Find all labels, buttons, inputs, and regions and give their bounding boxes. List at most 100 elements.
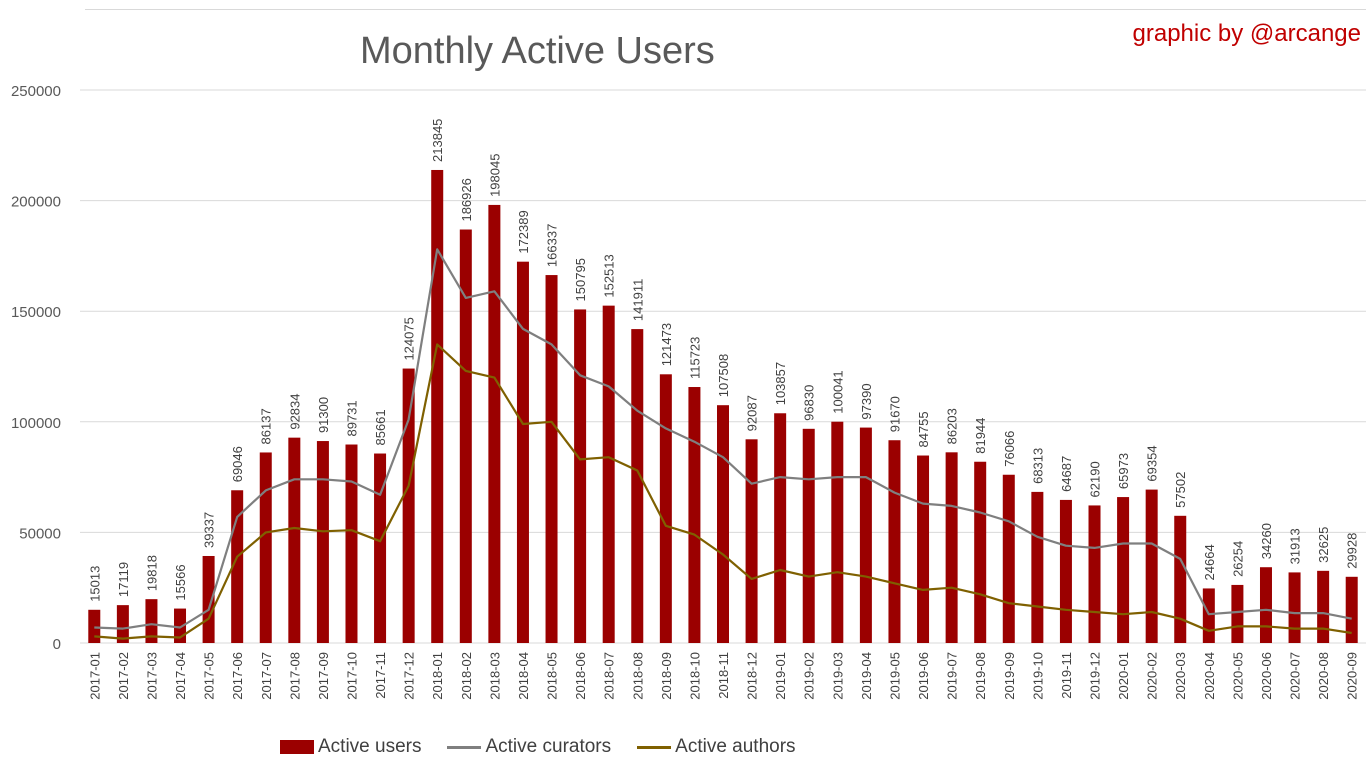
- data-label: 103857: [773, 362, 788, 405]
- x-tick-label: 2020-04: [1202, 652, 1217, 700]
- data-label: 17119: [116, 562, 131, 597]
- legend-swatch-users: [280, 740, 314, 754]
- x-tick-label: 2019-06: [916, 652, 931, 700]
- data-label: 57502: [1173, 472, 1188, 508]
- data-label: 150795: [573, 258, 588, 301]
- data-label: 96830: [802, 385, 817, 421]
- data-label: 198045: [487, 154, 502, 197]
- bar: [116, 605, 129, 643]
- bar: [917, 455, 930, 643]
- y-tick-label: 250000: [11, 83, 61, 100]
- legend-label-authors: Active authors: [675, 736, 796, 757]
- y-tick-label: 100000: [11, 415, 61, 432]
- data-label: 34260: [1259, 523, 1274, 559]
- bar: [1174, 515, 1187, 643]
- bar: [488, 204, 501, 644]
- bar: [688, 387, 701, 643]
- x-tick-label: 2017-03: [144, 652, 159, 700]
- bar: [545, 275, 558, 643]
- data-label: 31913: [1288, 528, 1303, 564]
- x-tick-label: 2018-02: [459, 652, 474, 700]
- x-tick-label: 2017-06: [230, 652, 245, 700]
- data-label: 39337: [202, 512, 217, 548]
- bar: [1202, 588, 1215, 643]
- bar: [974, 461, 987, 643]
- x-tick-label: 2017-01: [87, 652, 102, 700]
- data-label: 32625: [1316, 527, 1331, 563]
- data-label: 65973: [1116, 453, 1131, 489]
- bar: [259, 452, 272, 643]
- data-label: 62190: [1088, 461, 1103, 497]
- data-label: 91670: [887, 396, 902, 432]
- y-tick-label: 0: [53, 636, 61, 653]
- x-tick-label: 2020-09: [1345, 652, 1360, 700]
- bar: [859, 427, 872, 643]
- bar: [602, 305, 615, 643]
- bar: [745, 439, 758, 643]
- data-label: 166337: [545, 224, 560, 267]
- data-label: 89731: [344, 400, 359, 436]
- bar: [345, 444, 358, 643]
- data-label: 29928: [1345, 533, 1360, 569]
- x-tick-label: 2020-03: [1173, 652, 1188, 700]
- bar: [831, 421, 844, 643]
- bar: [1117, 497, 1130, 643]
- data-label: 76066: [1002, 431, 1017, 467]
- legend-label-users: Active users: [318, 736, 422, 757]
- bar: [316, 441, 329, 643]
- credit-text: graphic by @arcange: [1132, 20, 1362, 47]
- data-label: 64687: [1059, 456, 1074, 492]
- chart-title: Monthly Active Users: [360, 30, 715, 72]
- data-label: 26254: [1230, 541, 1245, 577]
- y-tick-label: 150000: [11, 304, 61, 321]
- y-tick-label: 50000: [19, 525, 61, 542]
- x-tick-label: 2018-11: [716, 652, 731, 699]
- data-label: 69046: [230, 446, 245, 482]
- series-line-curators: [94, 248, 1352, 630]
- x-tick-label: 2018-03: [487, 652, 502, 700]
- x-tick-label: 2017-09: [316, 652, 331, 700]
- x-tick-label: 2020-01: [1116, 652, 1131, 700]
- x-tick-label: 2019-12: [1088, 652, 1103, 700]
- bar: [802, 428, 815, 643]
- x-tick-label: 2019-08: [973, 652, 988, 700]
- legend: Active users Active curators Active auth…: [280, 736, 822, 758]
- data-label: 85661: [373, 409, 388, 445]
- data-label: 19818: [144, 555, 159, 591]
- data-label: 68313: [1030, 448, 1045, 484]
- x-tick-label: 2018-06: [573, 652, 588, 700]
- data-label: 86137: [259, 408, 274, 444]
- x-tick-label: 2017-10: [344, 652, 359, 700]
- data-label: 115723: [687, 337, 702, 379]
- bar: [431, 169, 444, 643]
- bar: [888, 440, 901, 643]
- bar: [1088, 505, 1101, 643]
- data-label: 84755: [916, 411, 931, 447]
- x-tick-label: 2018-04: [516, 652, 531, 700]
- data-label: 15566: [173, 564, 188, 600]
- x-tick-label: 2017-04: [173, 652, 188, 700]
- data-label: 152513: [602, 254, 617, 297]
- bar: [774, 413, 787, 643]
- x-tick-label: 2019-09: [1002, 652, 1017, 700]
- bar: [659, 374, 672, 643]
- bar: [1345, 576, 1358, 643]
- x-tick-label: 2017-05: [202, 652, 217, 700]
- bar: [516, 261, 529, 643]
- legend-swatch-authors: [637, 745, 672, 749]
- legend-swatch-curators: [447, 745, 482, 749]
- bar: [374, 453, 387, 643]
- bar: [717, 405, 729, 643]
- bar: [88, 609, 101, 643]
- x-tick-label: 2017-11: [373, 652, 388, 699]
- x-tick-label: 2020-02: [1145, 652, 1160, 700]
- data-label: 92087: [745, 395, 760, 431]
- data-label: 24664: [1202, 544, 1217, 580]
- bar: [402, 368, 415, 643]
- x-tick-label: 2019-03: [830, 652, 845, 700]
- bar: [631, 329, 644, 643]
- x-tick-label: 2020-08: [1316, 652, 1331, 700]
- x-tick-label: 2018-08: [630, 652, 645, 700]
- y-tick-label: 200000: [11, 194, 61, 211]
